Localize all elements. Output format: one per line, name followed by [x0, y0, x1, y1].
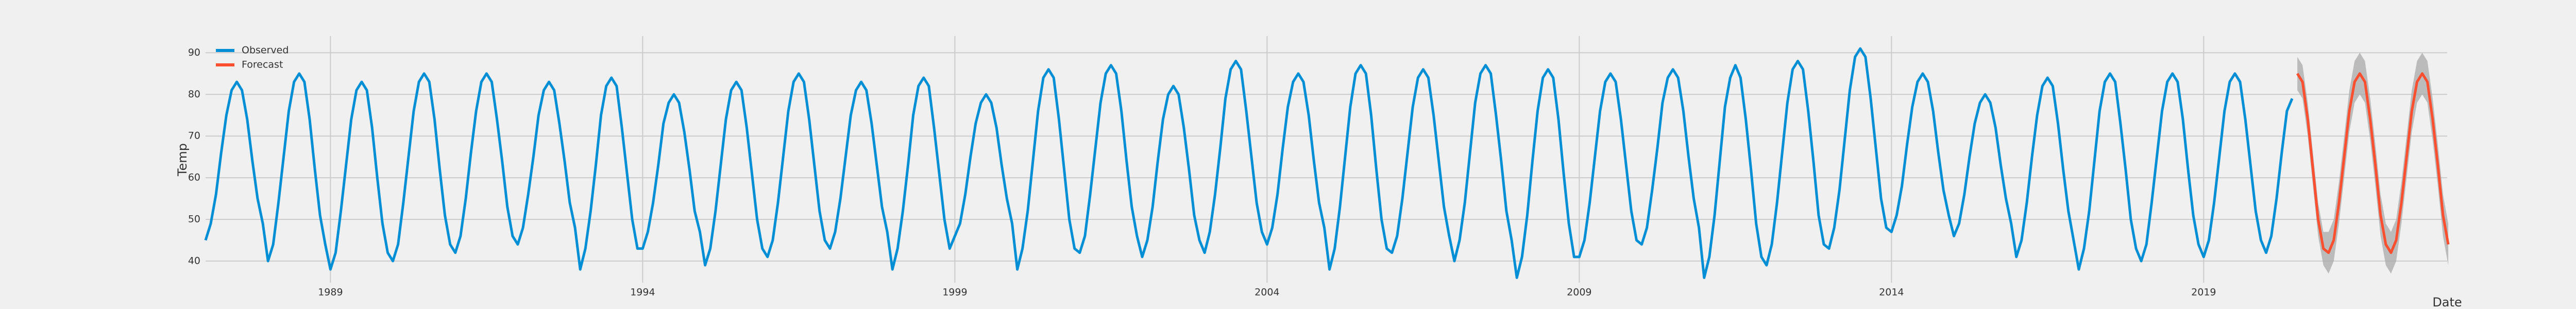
y-tick-label: 40 — [188, 255, 200, 266]
x-tick-label: 2014 — [1879, 287, 1904, 298]
series-line — [2296, 72, 2450, 254]
x-tick-label: 1999 — [942, 287, 967, 298]
x-tick-label: 1989 — [318, 287, 343, 298]
y-tick-label: 90 — [188, 47, 200, 58]
y-tick-label: 60 — [188, 172, 200, 183]
y-tick-label: 50 — [188, 214, 200, 225]
y-tick-label: 70 — [188, 130, 200, 142]
series-line — [204, 47, 2294, 279]
y-axis-label: Temp — [175, 143, 190, 177]
y-tick-label: 80 — [188, 89, 200, 100]
x-tick-label: 1994 — [630, 287, 655, 298]
confidence-band — [2297, 53, 2449, 274]
legend-label: Forecast — [242, 59, 283, 71]
x-tick-label: 2004 — [1255, 287, 1279, 298]
x-tick-label: 2019 — [2191, 287, 2216, 298]
legend-label: Observed — [242, 45, 289, 56]
x-axis-label: Date — [2432, 295, 2462, 309]
x-tick-label: 2009 — [1567, 287, 1591, 298]
